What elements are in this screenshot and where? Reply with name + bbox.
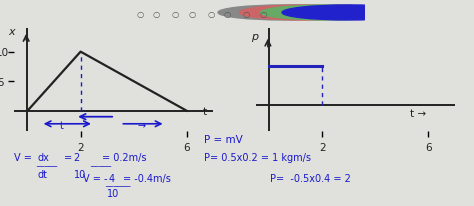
Circle shape: [218, 6, 351, 21]
Text: P = mV: P = mV: [204, 134, 243, 144]
Text: ──────: ──────: [105, 184, 131, 190]
Circle shape: [239, 6, 372, 21]
Text: P=  -0.5x0.4 = 2: P= -0.5x0.4 = 2: [270, 173, 351, 183]
Text: 10: 10: [0, 47, 9, 57]
Text: ○: ○: [172, 10, 179, 19]
Text: ○: ○: [207, 10, 215, 19]
Text: ○: ○: [224, 10, 231, 19]
Text: V =: V =: [14, 153, 32, 163]
Text: ─────: ─────: [90, 163, 111, 169]
Text: V = -: V = -: [83, 173, 108, 183]
Circle shape: [282, 6, 415, 21]
Text: ○: ○: [153, 10, 160, 19]
Text: t: t: [60, 120, 64, 130]
Text: ─────: ─────: [36, 163, 57, 169]
Text: x: x: [8, 27, 15, 37]
Text: = 0.2m/s: = 0.2m/s: [102, 153, 146, 163]
Text: ○: ○: [136, 10, 144, 19]
Text: 10: 10: [73, 169, 86, 179]
Text: dt: dt: [38, 169, 48, 179]
Text: 4: 4: [109, 173, 115, 183]
Text: ○: ○: [188, 10, 196, 19]
Text: →: →: [137, 120, 146, 130]
Text: = -0.4m/s: = -0.4m/s: [123, 173, 171, 183]
Text: ○: ○: [259, 10, 267, 19]
Text: t: t: [203, 106, 207, 116]
Circle shape: [261, 6, 393, 21]
Text: P= 0.5x0.2 = 1 kgm/s: P= 0.5x0.2 = 1 kgm/s: [204, 153, 311, 163]
Text: t →: t →: [410, 109, 426, 119]
Text: ○: ○: [243, 10, 250, 19]
Text: dx: dx: [38, 153, 50, 163]
Text: 2: 2: [73, 153, 80, 163]
Text: 10: 10: [107, 188, 119, 198]
Text: =: =: [64, 153, 72, 163]
Text: p: p: [251, 32, 258, 42]
